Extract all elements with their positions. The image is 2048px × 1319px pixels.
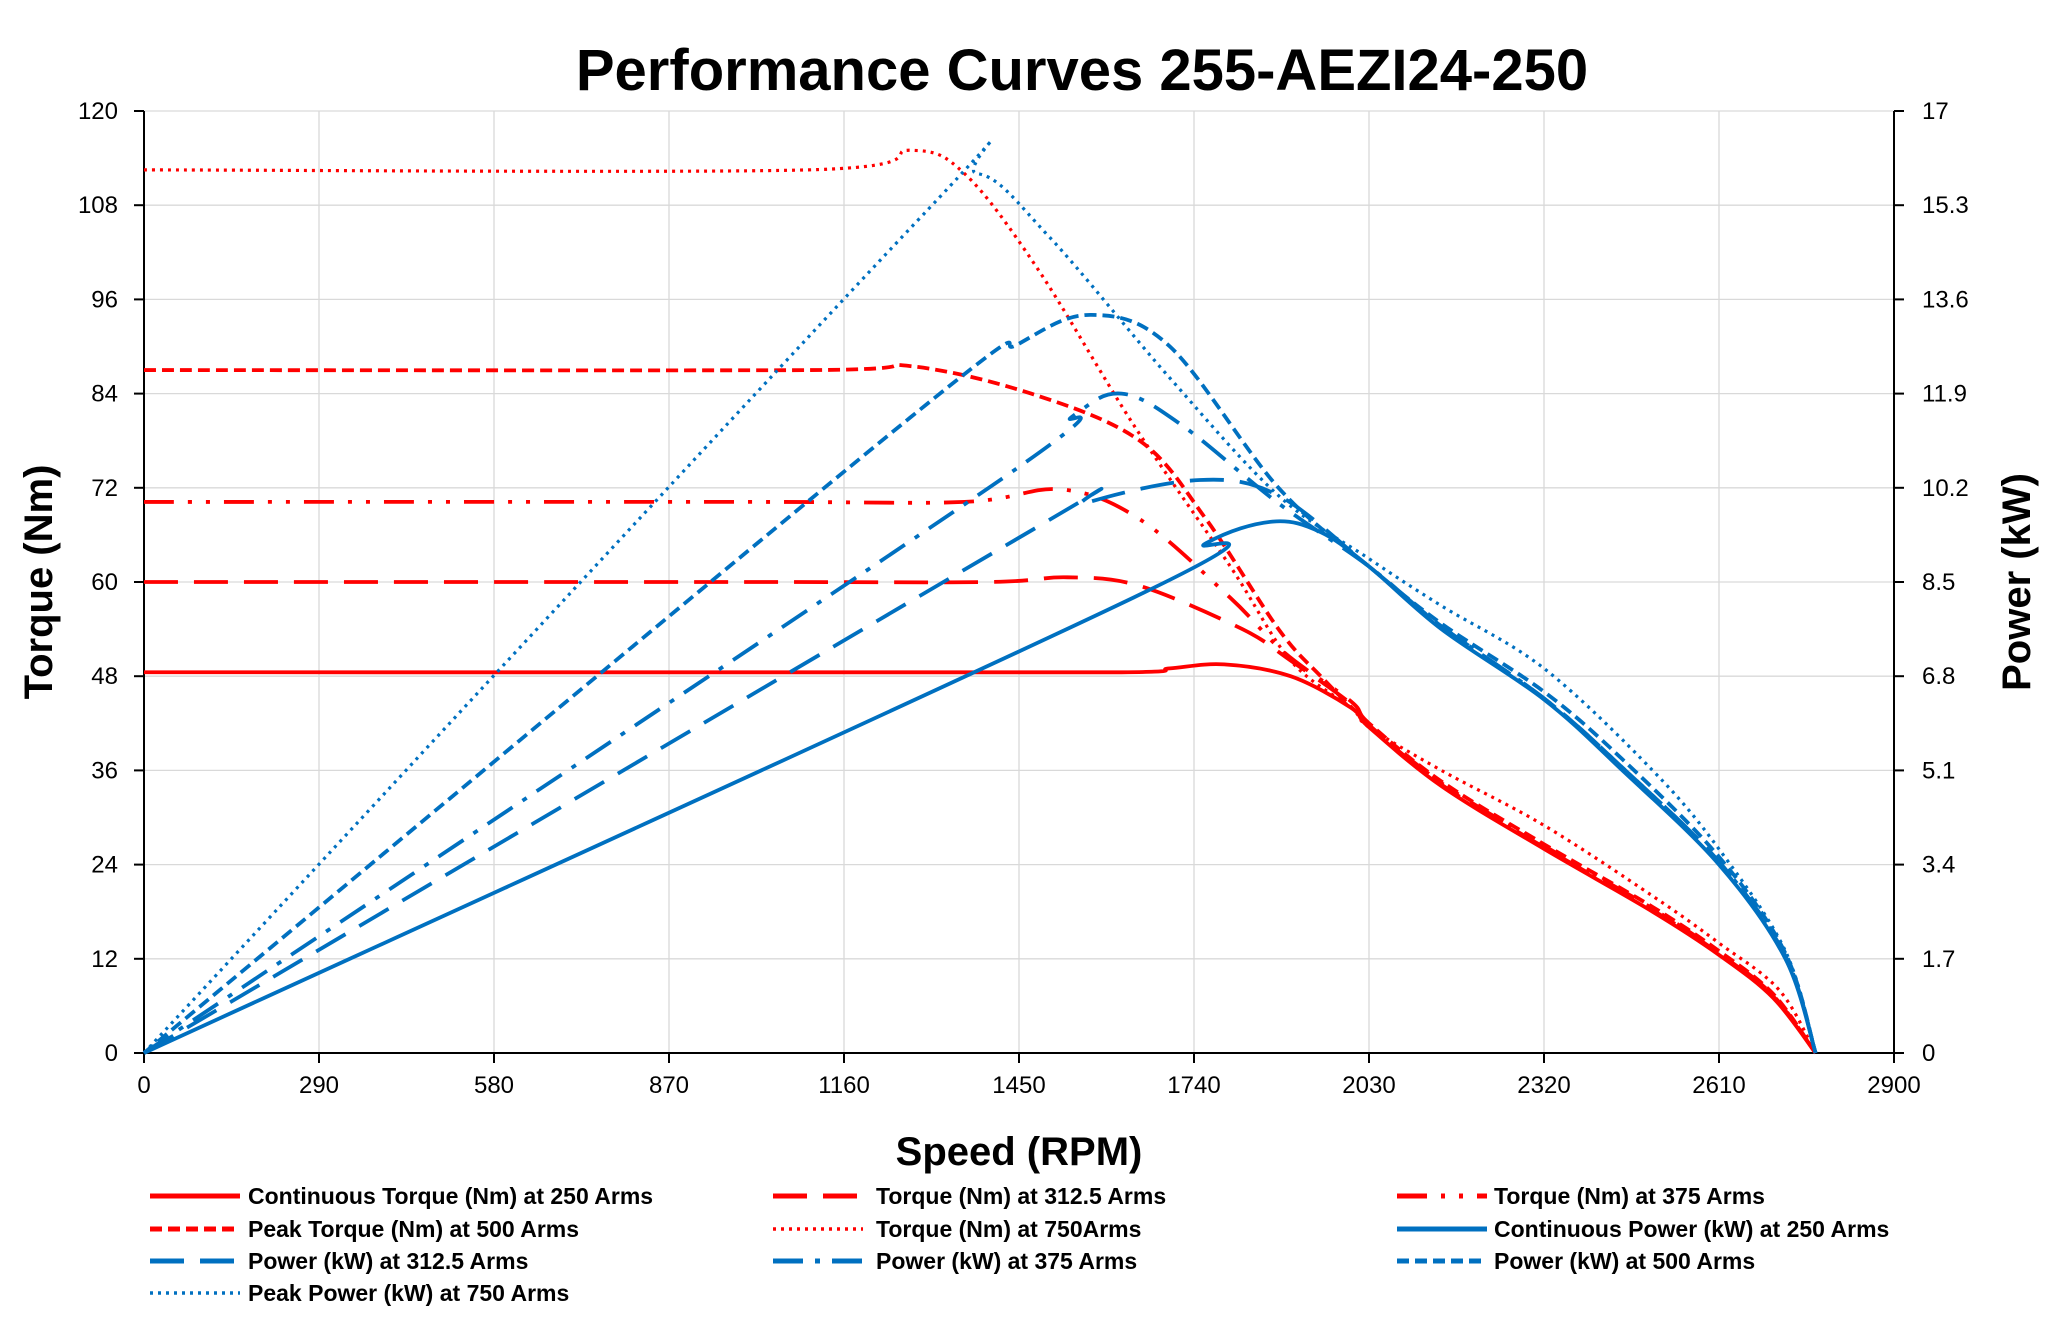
x-tick-label: 1160 — [818, 1072, 870, 1099]
y-tick-label: 84 — [91, 381, 118, 408]
y-tick-label: 108 — [78, 192, 118, 219]
x-tick-label: 870 — [649, 1072, 689, 1099]
series-line-8 — [142, 312, 1818, 1055]
legend-label: Peak Torque (Nm) at 500 Arms — [248, 1216, 579, 1242]
series-line-7 — [142, 391, 1818, 1055]
y2-tick-label: 3.4 — [1922, 852, 1955, 879]
series-line-4 — [143, 148, 1817, 1054]
y2-tick-label: 8.5 — [1922, 569, 1955, 596]
x-tick-label: 2030 — [1342, 1072, 1395, 1099]
legend-label: Continuous Torque (Nm) at 250 Arms — [248, 1183, 653, 1209]
legend-label: Power (kW) at 312.5 Arms — [248, 1248, 528, 1274]
legend-label: Torque (Nm) at 312.5 Arms — [876, 1183, 1166, 1209]
y-tick-label: 60 — [91, 569, 118, 596]
y2-tick-label: 0 — [1922, 1040, 1935, 1067]
y-tick-label: 120 — [78, 98, 118, 125]
legend-label: Peak Power (kW) at 750 Arms — [248, 1280, 569, 1306]
y2-tick-label: 1.7 — [1922, 946, 1955, 973]
y-tick-label: 72 — [91, 475, 118, 502]
legend-label: Torque (Nm) at 750Arms — [876, 1216, 1141, 1242]
chart-title: Performance Curves 255-AEZI24-250 — [576, 38, 1588, 103]
series-lines — [142, 139, 1818, 1055]
y-tick-label: 96 — [91, 286, 118, 313]
x-tick-label: 290 — [299, 1072, 339, 1099]
y2-tick-label: 6.8 — [1922, 663, 1955, 690]
x-tick-label: 2320 — [1517, 1072, 1570, 1099]
y2-tick-label: 11.9 — [1922, 381, 1967, 408]
x-tick-label: 2610 — [1692, 1072, 1745, 1099]
y-tick-label: 36 — [91, 757, 118, 784]
y2-tick-label: 15.3 — [1922, 192, 1969, 219]
y2-tick-label: 5.1 — [1922, 757, 1955, 784]
series-line-1 — [143, 575, 1818, 1055]
x-tick-label: 2900 — [1867, 1072, 1920, 1099]
series-line-3 — [143, 363, 1818, 1055]
series-line-6 — [143, 477, 1818, 1055]
x-tick-label: 1740 — [1167, 1072, 1220, 1099]
y-tick-label: 0 — [105, 1040, 118, 1067]
x-tick-label: 0 — [137, 1072, 150, 1099]
legend-label: Power (kW) at 375 Arms — [876, 1248, 1137, 1274]
y2-tick-label: 10.2 — [1922, 475, 1969, 502]
y-tick-label: 24 — [91, 852, 118, 879]
legend-label: Continuous Power (kW) at 250 Arms — [1494, 1216, 1889, 1242]
grid — [144, 110, 1895, 1053]
y2-tick-label: 17 — [1922, 98, 1949, 125]
y-tick-label: 12 — [91, 946, 118, 973]
legend-label: Power (kW) at 500 Arms — [1494, 1248, 1755, 1274]
y2-tick-label: 13.6 — [1922, 286, 1969, 313]
y2-axis-label: Power (kW) — [1995, 473, 2039, 691]
y-axis-label: Torque (Nm) — [17, 465, 61, 700]
axes: 0 290 580 870 1160 1450 1740 2030 2320 2610 290001… — [78, 98, 1969, 1099]
legend-label: Torque (Nm) at 375 Arms — [1494, 1183, 1765, 1209]
y-tick-label: 48 — [91, 663, 118, 690]
x-tick-label: 580 — [474, 1072, 514, 1099]
legend: Continuous Torque (Nm) at 250 Arms Torque… — [150, 1183, 1889, 1306]
series-line-5 — [143, 519, 1818, 1055]
x-tick-label: 1450 — [992, 1072, 1045, 1099]
series-line-9 — [142, 139, 1818, 1055]
x-axis-label: Speed (RPM) — [896, 1130, 1143, 1174]
